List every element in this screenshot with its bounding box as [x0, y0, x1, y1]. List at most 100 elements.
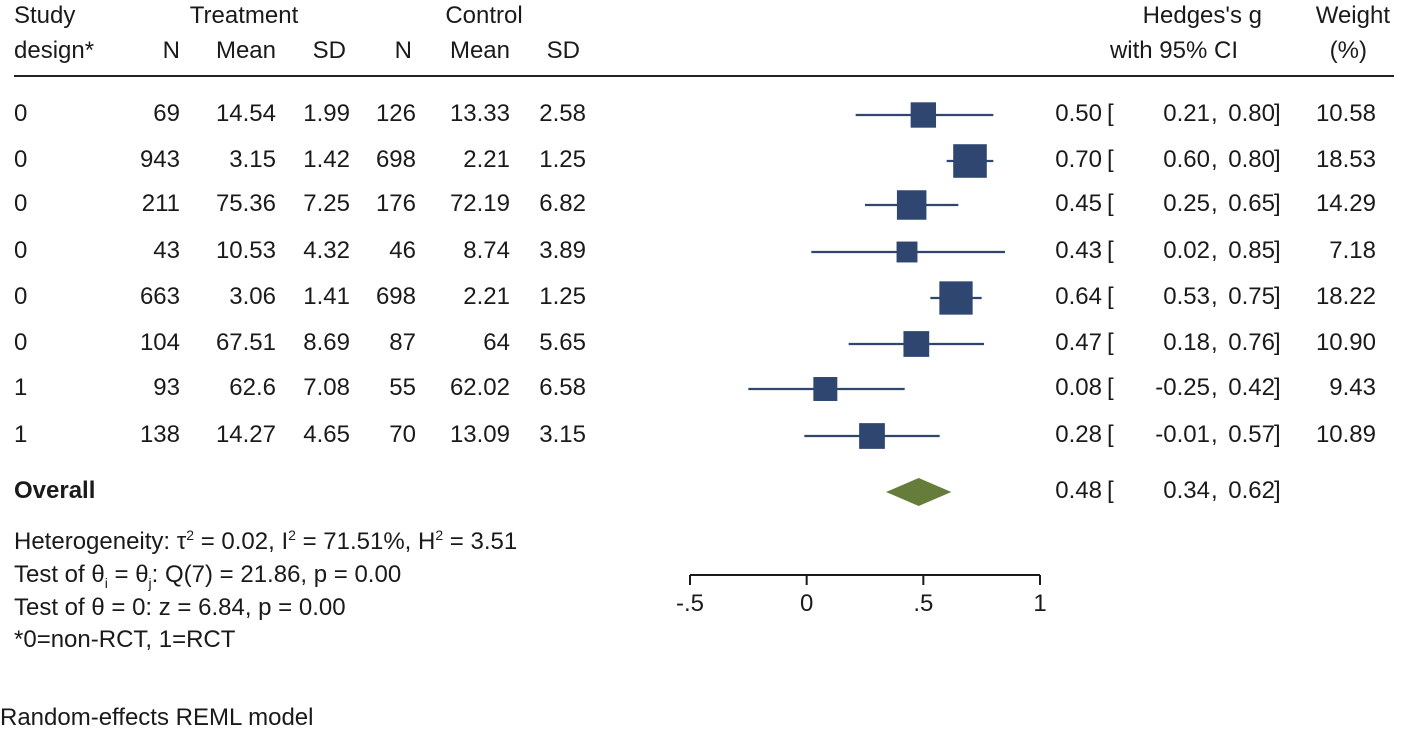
header-study-design-2: design*: [14, 37, 95, 64]
row-2-t-sd: 1.42: [303, 146, 350, 173]
header-t-mean: Mean: [215, 37, 276, 64]
row-6-comma: ,: [1211, 329, 1218, 356]
row-8-t-n: 138: [139, 421, 180, 448]
row-8-weight: 10.89: [1315, 421, 1376, 448]
row-4-weight: 7.18: [1329, 237, 1376, 264]
row-4-c-sd: 3.89: [539, 237, 586, 264]
row-2-g: 0.70: [1055, 146, 1102, 173]
row-7-bracket-open: [: [1107, 374, 1114, 401]
header-weight-2: (%): [1329, 37, 1367, 64]
overall-bracket-close: ]: [1274, 477, 1281, 504]
row-7-g: 0.08: [1055, 374, 1102, 401]
row-3-lo: 0.25: [1163, 190, 1210, 217]
row-7-comma: ,: [1211, 374, 1218, 401]
header-effect-1: Hedges's g: [1142, 2, 1262, 29]
row-7-bracket-close: ]: [1274, 374, 1281, 401]
effect-marker-5: [939, 281, 973, 315]
row-5-hi: 0.75: [1228, 283, 1275, 310]
row-7-c-mean: 62.02: [449, 374, 510, 401]
row-6-hi: 0.76: [1228, 329, 1275, 356]
overall-bracket-open: [: [1107, 477, 1114, 504]
overall-lo: 0.34: [1163, 477, 1210, 504]
row-2-c-mean: 2.21: [463, 146, 510, 173]
row-8-c-n: 70: [389, 421, 416, 448]
row-8-lo: -0.01: [1155, 421, 1210, 448]
row-1-c-mean: 13.33: [449, 100, 510, 127]
row-2-weight: 18.53: [1315, 146, 1376, 173]
overall-label: Overall: [14, 477, 96, 504]
row-8-c-sd: 3.15: [539, 421, 586, 448]
row-2-hi: 0.80: [1228, 146, 1275, 173]
header-rule: [14, 75, 1394, 77]
overall-g: 0.48: [1055, 477, 1102, 504]
header-c-sd: SD: [546, 37, 580, 64]
row-5-t-mean: 3.06: [229, 283, 276, 310]
row-4-design: 0: [14, 237, 28, 264]
row-4-bracket-open: [: [1107, 237, 1114, 264]
row-2-bracket-close: ]: [1274, 146, 1281, 173]
row-1-c-n: 126: [375, 100, 416, 127]
row-7-t-n: 93: [153, 374, 180, 401]
row-2-t-mean: 3.15: [229, 146, 276, 173]
row-7-c-n: 55: [389, 374, 416, 401]
row-4-t-mean: 10.53: [215, 237, 276, 264]
effect-test-text: Test of θ = 0: z = 6.84, p = 0.00: [14, 594, 346, 621]
row-6-t-sd: 8.69: [303, 329, 350, 356]
row-8-bracket-close: ]: [1274, 421, 1281, 448]
row-2-t-n: 943: [139, 146, 180, 173]
row-3-c-mean: 72.19: [449, 190, 510, 217]
row-4-hi: 0.85: [1228, 237, 1275, 264]
row-6-weight: 10.90: [1315, 329, 1376, 356]
row-5-lo: 0.53: [1163, 283, 1210, 310]
overall-diamond: [886, 478, 952, 506]
row-7-design: 1: [14, 374, 28, 401]
effect-marker-1: [910, 102, 937, 128]
row-8-t-mean: 14.27: [215, 421, 276, 448]
row-5-g: 0.64: [1055, 283, 1102, 310]
row-5-bracket-close: ]: [1274, 283, 1281, 310]
header-control: Control: [445, 2, 523, 29]
row-6-t-mean: 67.51: [215, 329, 276, 356]
row-6-c-mean: 64: [483, 329, 510, 356]
row-1-t-mean: 14.54: [215, 100, 276, 127]
row-2-design: 0: [14, 146, 28, 173]
row-4-c-n: 46: [389, 237, 416, 264]
row-3-t-sd: 7.25: [303, 190, 350, 217]
overall-hi: 0.62: [1228, 477, 1275, 504]
row-2-c-sd: 1.25: [539, 146, 586, 173]
effect-marker-3: [896, 190, 927, 220]
row-6-c-n: 87: [389, 329, 416, 356]
row-1-bracket-close: ]: [1274, 100, 1281, 127]
row-1-comma: ,: [1211, 100, 1218, 127]
row-3-weight: 14.29: [1315, 190, 1376, 217]
row-2-comma: ,: [1211, 146, 1218, 173]
row-8-bracket-open: [: [1107, 421, 1114, 448]
row-3-c-sd: 6.82: [539, 190, 586, 217]
row-1-t-n: 69: [153, 100, 180, 127]
header-study-design-1: Study: [14, 2, 76, 29]
row-7-weight: 9.43: [1329, 374, 1376, 401]
row-6-t-n: 104: [139, 329, 180, 356]
row-6-g: 0.47: [1055, 329, 1102, 356]
row-8-hi: 0.57: [1228, 421, 1275, 448]
effect-marker-6: [903, 331, 930, 357]
row-1-hi: 0.80: [1228, 100, 1275, 127]
row-7-hi: 0.42: [1228, 374, 1275, 401]
row-1-t-sd: 1.99: [303, 100, 350, 127]
header-treatment: Treatment: [189, 2, 299, 29]
row-5-comma: ,: [1211, 283, 1218, 310]
effect-marker-2: [953, 144, 987, 178]
heterogeneity-text: Heterogeneity: τ2 = 0.02, I2 = 71.51%, H…: [14, 527, 518, 555]
header-c-mean: Mean: [449, 37, 510, 64]
row-5-design: 0: [14, 283, 28, 310]
x-tick-label-4: 1: [1033, 590, 1046, 617]
row-1-bracket-open: [: [1107, 100, 1114, 127]
row-5-c-n: 698: [375, 283, 416, 310]
row-7-t-mean: 62.6: [229, 374, 276, 401]
row-6-c-sd: 5.65: [539, 329, 586, 356]
model-text: Random-effects REML model: [0, 704, 314, 731]
row-8-comma: ,: [1211, 421, 1218, 448]
row-6-bracket-open: [: [1107, 329, 1114, 356]
row-3-design: 0: [14, 190, 28, 217]
